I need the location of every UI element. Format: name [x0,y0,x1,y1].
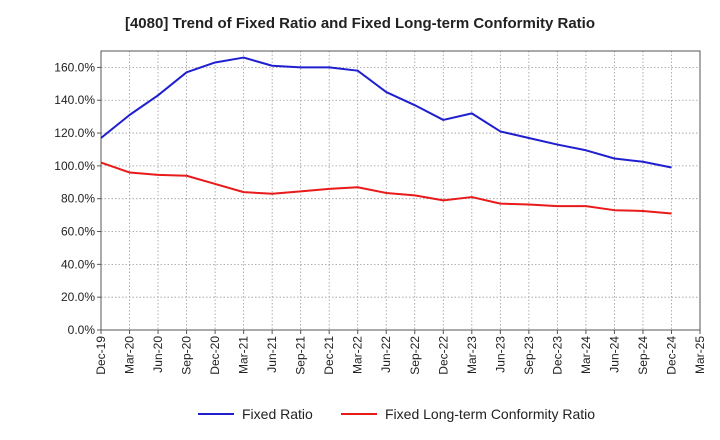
y-tick-label: 120.0% [54,126,95,140]
chart-title: [4080] Trend of Fixed Ratio and Fixed Lo… [124,15,596,32]
plot-frame [100,50,701,331]
legend-swatch [198,413,234,415]
x-tick-label: Sep-21 [294,336,308,375]
series-line-fixed-long-term-conformity-ratio [100,161,672,215]
x-tick-label: Dec-22 [436,336,450,375]
legend-swatch [341,413,377,415]
x-tick-label: Mar-25 [693,336,707,374]
y-tick-label: 160.0% [54,60,95,74]
legend-item-fixed-long-term-conformity-ratio: Fixed Long-term Conformity Ratio [341,403,595,425]
x-tick-label: Dec-19 [94,336,108,375]
x-tick-label: Dec-21 [322,336,336,375]
x-tick-label: Jun-20 [151,336,165,373]
plot-background [101,51,700,330]
x-tick-label: Sep-22 [408,336,422,375]
y-tick-label: 20.0% [61,290,95,304]
x-tick-label: Sep-20 [180,336,194,375]
y-tick-label: 0.0% [68,323,96,337]
x-tick-label: Mar-20 [123,336,137,374]
legend-item-fixed-ratio: Fixed Ratio [198,403,313,425]
legend-label: Fixed Long-term Conformity Ratio [385,406,596,422]
y-tick-label: 80.0% [61,192,95,206]
series-line-fixed-ratio [100,56,672,169]
legend: Fixed Ratio Fixed Long-term Conformity R… [0,403,720,425]
x-tick-label: Mar-24 [579,336,593,374]
y-tick-label: 100.0% [54,159,95,173]
axes: 0.0% 20.0% 40.0% 60.0% 80.0% 100.0% 120.0% 140.… [54,50,707,375]
x-tick-label: Mar-21 [237,336,251,374]
x-tick-label: Sep-24 [636,336,650,375]
x-tick-label: Mar-22 [351,336,365,374]
y-tick-label: 60.0% [61,225,95,239]
x-tick-label: Jun-24 [607,336,621,373]
x-tick-label: Jun-21 [265,336,279,373]
x-tick-label: Mar-23 [465,336,479,374]
x-tick-label: Sep-23 [522,336,536,375]
x-tick-label: Dec-23 [550,336,564,375]
x-tick-label: Dec-24 [664,336,678,375]
x-tick-label: Dec-20 [208,336,222,375]
x-tick-label: Jun-22 [379,336,393,373]
y-tick-label: 40.0% [61,257,95,271]
legend-label: Fixed Ratio [242,406,313,422]
x-tick-label: Jun-23 [493,336,507,373]
y-tick-label: 140.0% [54,93,95,107]
grid [100,51,701,331]
series-lines [100,56,672,215]
